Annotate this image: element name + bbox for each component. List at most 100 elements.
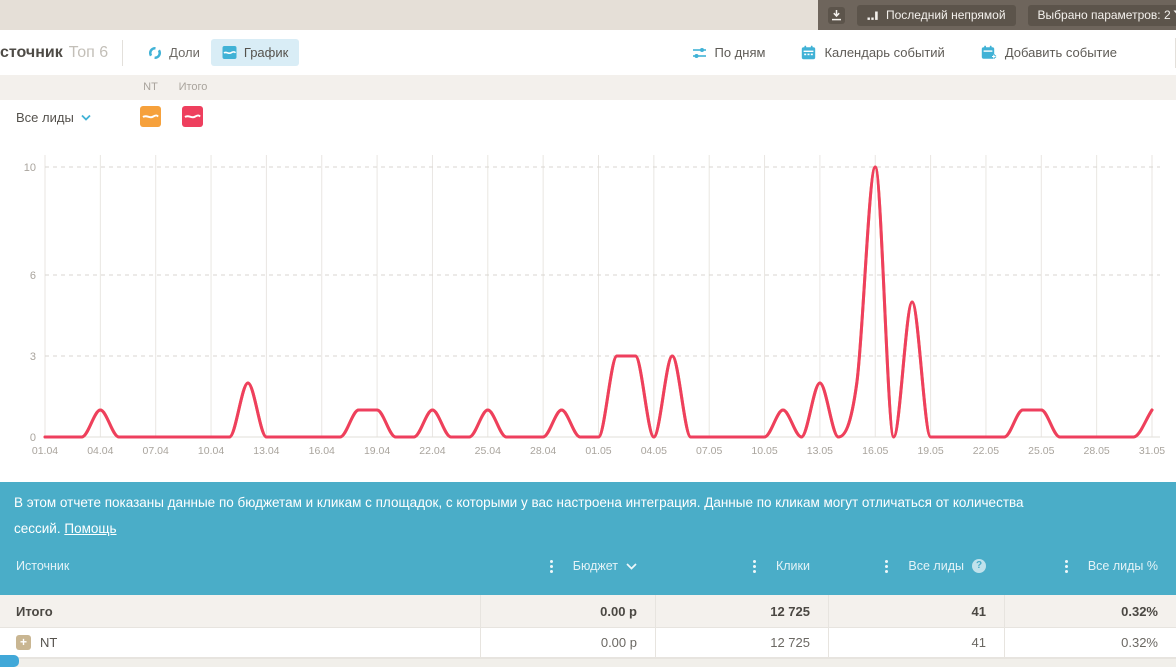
x-tick-label: 10.05 (751, 445, 777, 457)
x-tick-label: 31.05 (1139, 445, 1165, 457)
tab-graph[interactable]: График (210, 39, 300, 66)
y-tick-label: 10 (24, 162, 36, 174)
info-banner: В этом отчете показаны данные по бюджета… (0, 482, 1176, 542)
area-chart-icon (222, 46, 237, 59)
series-toggle-nt[interactable] (140, 106, 161, 127)
x-tick-label: 28.05 (1084, 445, 1110, 457)
calendar-icon (802, 45, 816, 60)
top-bar: Последний непрямой Выбрано параметров: 2 (0, 0, 1176, 30)
by-days-label: По дням (714, 45, 766, 60)
column-budget-label: Бюджет (572, 559, 618, 573)
attribution-model-button[interactable]: Последний непрямой (857, 4, 1016, 26)
sliders-icon (692, 47, 706, 58)
cell-budget: 0.00 р (480, 595, 655, 627)
cell-leads: 41 (828, 595, 1004, 627)
bottom-strip (0, 658, 1176, 667)
x-tick-label: 07.04 (143, 445, 169, 457)
column-header-source[interactable]: Источник (0, 559, 480, 573)
x-tick-label: 28.04 (530, 445, 556, 457)
table-row-nt: NT 0.00 р 12 725 41 0.32% (0, 628, 1176, 658)
help-circle-icon[interactable] (972, 559, 986, 573)
cell-source: NT (0, 628, 480, 657)
x-tick-label: 01.05 (585, 445, 611, 457)
column-leads-label: Все лиды (908, 559, 964, 573)
wave-swatch-icon (184, 114, 201, 119)
calendar-plus-icon (981, 45, 996, 59)
metric-selector-dropdown[interactable]: Все лиды (10, 109, 97, 126)
x-tick-label: 04.04 (87, 445, 113, 457)
column-leads-percent-label: Все лиды % (1087, 559, 1158, 573)
series-toggle-total[interactable] (182, 106, 203, 127)
cell-leads: 41 (828, 628, 1004, 657)
expand-row-button[interactable] (16, 635, 31, 650)
tab-shares[interactable]: Доли (137, 39, 211, 66)
leads-line-chart: 01.04 04.04 07.04 10.04 13.04 16.04 19.04 22.04… (0, 140, 1176, 470)
selected-params-label: Выбрано параметров: 2 (1037, 8, 1171, 22)
tab-graph-label: График (243, 45, 289, 60)
x-tick-label: 19.05 (917, 445, 943, 457)
attribution-model-label: Последний непрямой (886, 8, 1006, 22)
x-tick-label: 04.05 (641, 445, 667, 457)
x-tick-label: 16.04 (309, 445, 335, 457)
events-calendar-label: Календарь событий (824, 45, 945, 60)
report-toolbar: сточник Топ 6 Доли График По дням (0, 30, 1176, 75)
x-tick-label: 19.04 (364, 445, 390, 457)
corner-tab-button[interactable] (0, 655, 19, 667)
column-header-leads-percent[interactable]: Все лиды % (1004, 558, 1176, 575)
column-header-budget[interactable]: Бюджет (480, 558, 655, 575)
column-menu-icon[interactable] (1063, 558, 1070, 575)
x-tick-label: 13.04 (253, 445, 279, 457)
column-header-clicks[interactable]: Клики (655, 558, 828, 575)
x-tick-label: 25.04 (475, 445, 501, 457)
wave-swatch-icon (142, 114, 159, 119)
add-event-label: Добавить событие (1004, 45, 1117, 60)
legend-header-strip: NT Итого (0, 75, 1176, 100)
x-tick-label: 22.05 (973, 445, 999, 457)
x-tick-label: 25.05 (1028, 445, 1054, 457)
column-source-label: Источник (16, 559, 70, 573)
table-row-total: Итого 0.00 р 12 725 41 0.32% (0, 595, 1176, 628)
attribution-bars-icon (867, 11, 878, 20)
by-days-button[interactable]: По дням (692, 45, 766, 60)
donut-chart-icon (149, 46, 162, 59)
column-header-leads[interactable]: Все лиды (828, 558, 1004, 575)
x-tick-label: 16.05 (862, 445, 888, 457)
x-tick-label: 13.05 (807, 445, 833, 457)
column-clicks-label: Клики (775, 559, 810, 573)
cell-leads-percent: 0.32% (1004, 628, 1176, 657)
chevron-down-icon (81, 114, 91, 121)
cell-clicks: 12 725 (655, 628, 828, 657)
download-icon (832, 10, 841, 21)
tab-shares-label: Доли (169, 45, 200, 60)
banner-line1: В этом отчете показаны данные по бюджета… (14, 495, 1024, 510)
download-button[interactable] (828, 6, 845, 24)
toolbar-actions: По дням Календарь событий Добавить событ… (692, 37, 1176, 68)
chart-canvas: 01.04 04.04 07.04 10.04 13.04 16.04 19.04 22.04… (24, 155, 1165, 457)
divider (122, 39, 124, 66)
table-header: Источник Бюджет Клики Все лиды Все лид (0, 544, 1176, 588)
filter-funnel-icon (1173, 10, 1176, 14)
legend-column-nt: NT (143, 81, 158, 93)
add-event-button[interactable]: Добавить событие (981, 45, 1117, 60)
y-tick-label: 0 (30, 432, 36, 444)
column-menu-icon[interactable] (751, 558, 758, 575)
sort-chevron-icon (626, 562, 637, 570)
column-menu-icon[interactable] (548, 558, 555, 575)
events-calendar-button[interactable]: Календарь событий (801, 45, 945, 60)
top-bar-controls: Последний непрямой Выбрано параметров: 2 (818, 0, 1176, 30)
integration-panel: В этом отчете показаны данные по бюджета… (0, 482, 1176, 595)
cell-leads-percent: 0.32% (1004, 595, 1176, 627)
x-tick-label: 22.04 (419, 445, 445, 457)
cell-source: Итого (16, 603, 53, 619)
series-line-итого (43, 165, 1154, 439)
selected-params-button[interactable]: Выбрано параметров: 2 (1027, 4, 1176, 26)
y-tick-label: 3 (30, 351, 36, 363)
y-tick-label: 6 (30, 270, 36, 282)
x-tick-label: 10.04 (198, 445, 224, 457)
metric-selector-label: Все лиды (16, 110, 74, 125)
column-menu-icon[interactable] (883, 558, 890, 575)
help-link[interactable]: Помощь (64, 521, 117, 536)
x-tick-label: 01.04 (32, 445, 58, 457)
report-title: сточник (0, 43, 63, 61)
cell-budget: 0.00 р (480, 628, 655, 657)
